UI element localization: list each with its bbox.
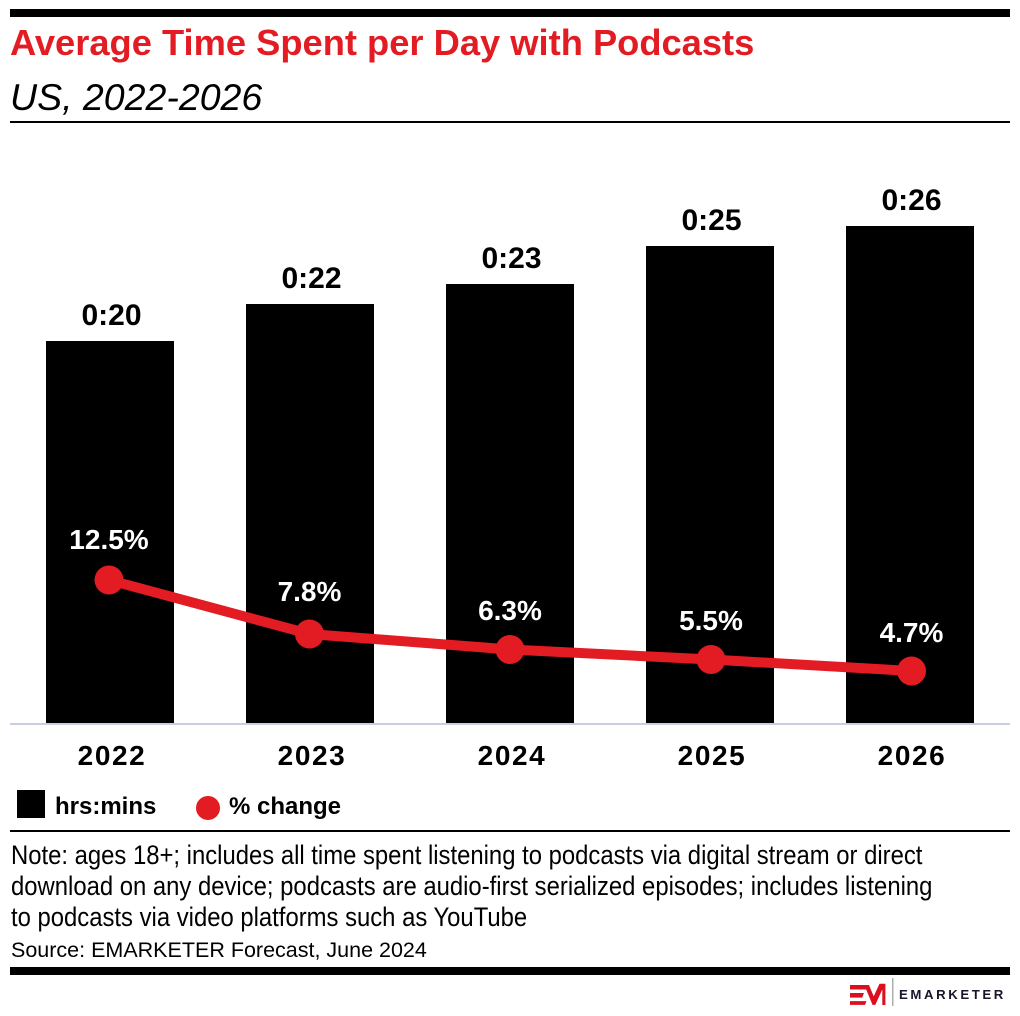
svg-text:EMARKETER: EMARKETER [899,987,1006,1002]
